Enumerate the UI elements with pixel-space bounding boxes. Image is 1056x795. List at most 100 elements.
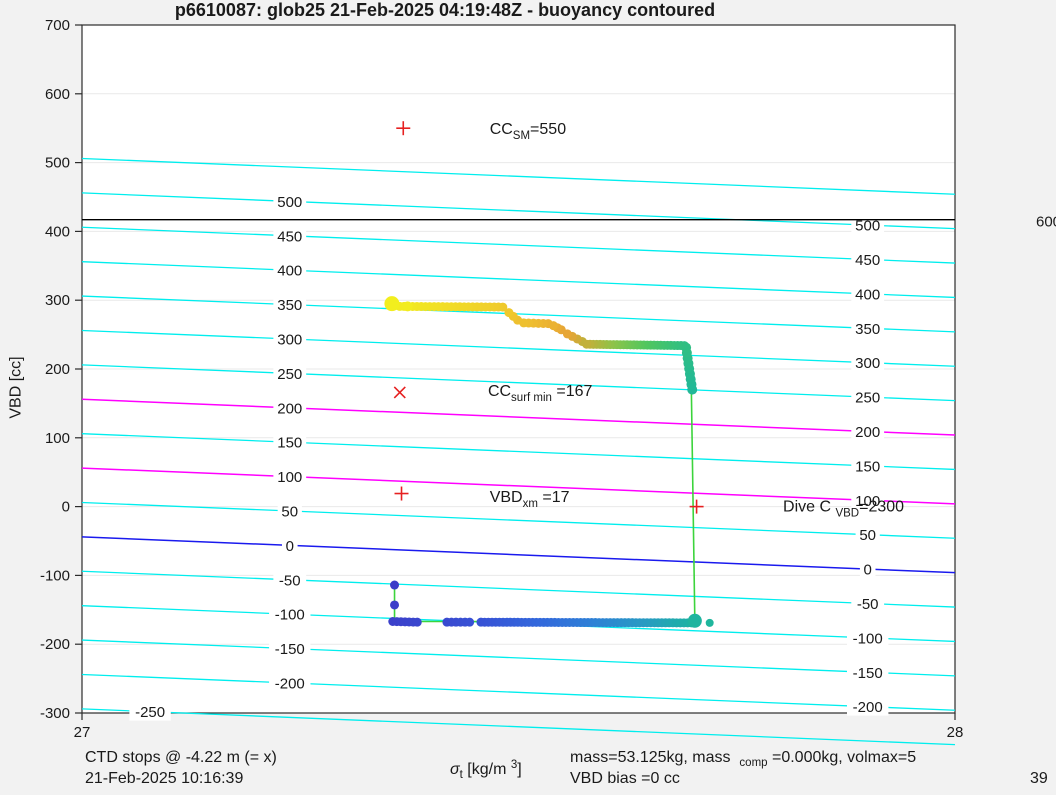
trace-dot	[390, 580, 400, 590]
y-axis-label: VBD [cc]	[7, 356, 25, 419]
contour-label-bg	[277, 501, 302, 520]
contour-label-bg	[273, 226, 307, 245]
contour-label: 50	[281, 503, 298, 520]
annotation-part: =167	[552, 383, 593, 400]
contour-line-cyan	[81, 295, 956, 333]
edge-contour-label: 600	[1036, 214, 1056, 231]
contour-label: 300	[855, 355, 880, 372]
y-tick-label: 100	[45, 430, 70, 447]
annotation-part: VBD	[490, 489, 523, 506]
contour-label-bg	[273, 364, 307, 383]
contour-label: -100	[275, 607, 305, 624]
annotation-part: VBD	[835, 508, 859, 520]
contour-label-bg	[851, 456, 885, 475]
contour-label: -250	[135, 704, 165, 721]
contour-line-magenta	[81, 398, 956, 436]
y-tick-label: 600	[45, 86, 70, 103]
annotation-part: CC	[488, 383, 511, 400]
contour-label: 200	[277, 400, 302, 417]
contour-label: 400	[277, 263, 302, 280]
contour-label: 0	[864, 562, 872, 579]
massline-part: mass=53.125kg, mass	[570, 749, 731, 766]
contour-label: -150	[275, 641, 305, 658]
mass-info: mass=53.125kg, mass comp =0.000kg, volma…	[570, 748, 916, 773]
contour-label-bg	[273, 192, 307, 211]
annotation: Dive C VBD=2300	[783, 499, 904, 520]
contour-label-bg	[273, 467, 307, 486]
annotation: VBDxm =17	[490, 489, 570, 510]
contour-line-cyan	[81, 157, 956, 195]
trace-dot	[504, 308, 514, 318]
contour-label-bg	[851, 353, 885, 372]
contour-label: 0	[286, 538, 294, 555]
contour-line-cyan	[81, 433, 956, 471]
y-tick-label: 500	[45, 155, 70, 172]
xlabel-part: t	[459, 769, 463, 781]
plot-title: p6610087: glob25 21-Feb-2025 04:19:48Z -…	[174, 0, 716, 20]
massline-part: =0.000kg, volmax=5	[767, 749, 917, 766]
contour-label-bg	[851, 491, 885, 510]
contour-label-bg	[273, 570, 307, 589]
x-marker	[393, 386, 406, 399]
contour-line-cyan	[81, 639, 956, 677]
contour-line-cyan	[81, 226, 956, 264]
contour-label: 50	[859, 527, 876, 544]
contour-label: 500	[855, 218, 880, 235]
contour-label: 100	[277, 469, 302, 486]
annotation-part: =17	[538, 489, 570, 506]
trace-dot	[705, 618, 714, 627]
contour-label-bg	[851, 319, 885, 338]
contour-label: 100	[855, 493, 880, 510]
contour-label-bg	[847, 628, 889, 647]
contour-label: 350	[277, 297, 302, 314]
massline-part: comp	[739, 757, 768, 769]
contour-label: 250	[277, 366, 302, 383]
annotation-part: =2300	[859, 499, 904, 516]
xlabel-part: 3	[510, 759, 518, 771]
contour-line-cyan	[81, 364, 956, 402]
x-tick-label: 28	[947, 724, 964, 741]
annotation-part: xm	[523, 498, 538, 510]
trace-dot	[465, 617, 475, 627]
contour-label-bg	[855, 525, 880, 544]
y-tick-label: -200	[40, 636, 70, 653]
trace-dot	[687, 613, 702, 628]
contour-line-cyan	[81, 329, 956, 367]
trace-dot	[384, 296, 400, 312]
contour-label-bg	[851, 388, 885, 407]
annotation-part: surf min	[511, 392, 552, 404]
contour-label-bg	[851, 284, 885, 303]
ctd-stops-note: CTD stops @ -4.22 m (= x)	[85, 749, 277, 766]
annotation-part: =550	[530, 121, 566, 138]
contour-label: 150	[855, 458, 880, 475]
contour-line-magenta	[81, 467, 956, 505]
contour-line-cyan	[81, 570, 956, 608]
y-tick-label: -300	[40, 705, 70, 722]
contour-label: 150	[277, 435, 302, 452]
contour-label: 450	[277, 228, 302, 245]
trace-dot	[390, 600, 400, 610]
vbd-bias-note: VBD bias =0 cc	[570, 770, 680, 787]
annotation-part: SM	[513, 130, 530, 142]
trace-dot	[412, 617, 422, 627]
contour-label: 400	[855, 286, 880, 303]
contour-label: -150	[853, 665, 883, 682]
contour-label: 300	[277, 331, 302, 348]
contour-label: -100	[853, 630, 883, 647]
contour-label: -50	[279, 572, 301, 589]
contour-label-bg	[281, 536, 298, 555]
contour-label: 350	[855, 321, 880, 338]
trace-dot	[402, 301, 413, 312]
contour-line-cyan	[81, 192, 956, 230]
y-tick-label: -100	[40, 567, 70, 584]
annotation-part: CC	[490, 121, 513, 138]
contour-label-bg	[851, 594, 885, 613]
y-tick-label: 300	[45, 292, 70, 309]
plot-timestamp: 21-Feb-2025 10:16:39	[85, 770, 244, 787]
contour-label-bg	[273, 261, 307, 280]
contour-label: -200	[275, 675, 305, 692]
contour-line-cyan	[81, 261, 956, 299]
contour-label-bg	[269, 605, 311, 624]
